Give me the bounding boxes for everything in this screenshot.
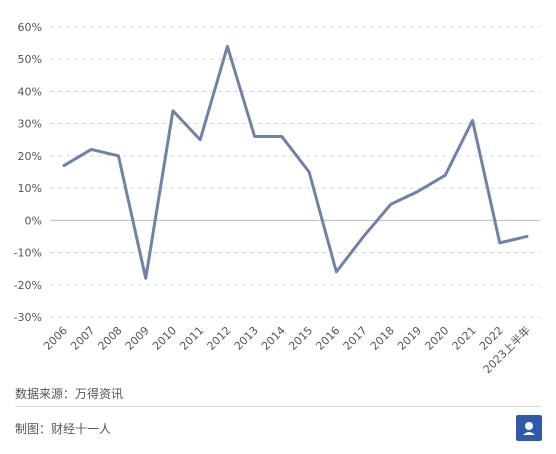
x-tick-label: 2012 [205,324,234,353]
y-tick-label: 0% [25,214,42,227]
y-tick-label: 10% [18,182,42,195]
x-tick-label: 2010 [150,324,179,353]
x-tick-label: 2013 [232,324,261,353]
x-tick-label: 2006 [41,324,70,353]
x-tick-label: 2018 [368,324,397,353]
footer-divider [15,406,541,407]
x-tick-label: 2008 [96,324,125,353]
grid-lines [50,26,540,318]
chart-credit: 制图：财经十一人 [15,422,112,436]
x-tick-label: 2014 [259,324,288,353]
x-tick-label: 2017 [341,324,370,353]
y-axis-ticks: 60% 50% 40% 30% 20% 10% 0% -10% -20% -30% [14,21,42,324]
y-tick-label: -10% [14,247,42,260]
data-source-note: 数据来源：万得资讯 [15,387,124,401]
y-tick-label: 40% [18,85,42,98]
x-tick-label: 2007 [68,324,97,353]
x-tick-label: 2009 [123,324,152,353]
x-tick-label: 2016 [313,324,342,353]
x-tick-label: 2011 [177,324,206,353]
series-layer [62,44,529,280]
x-tick-label: 2020 [422,324,451,353]
y-tick-label: -20% [14,279,42,292]
line-chart: 60%50%40%30%20%10%0%-10%-20%-30% 2006200… [14,21,540,376]
series-line [62,44,529,280]
y-tick-label: -30% [14,311,42,324]
x-tick-label: 2019 [395,324,424,353]
x-tick-label: 2021 [450,324,479,353]
x-axis-ticks: 2006200720082009201020112012201320142015… [41,323,533,376]
y-tick-label: 20% [18,150,42,163]
y-tick-label: 30% [18,118,42,131]
y-tick-label: 50% [18,53,42,66]
x-tick-label: 2015 [286,324,315,353]
y-tick-label: 60% [18,21,42,34]
caijing-logo-icon [516,415,542,441]
